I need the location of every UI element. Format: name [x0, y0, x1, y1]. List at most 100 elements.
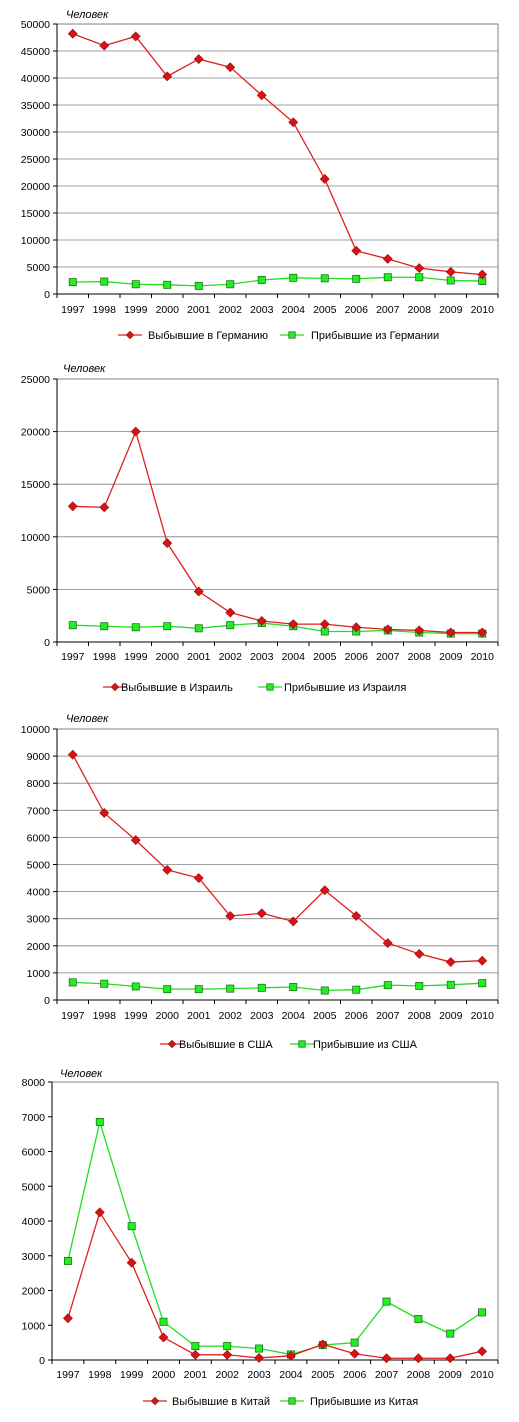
y-tick-label: 6000 — [27, 832, 51, 844]
data-point-departed — [193, 873, 204, 883]
x-tick-label: 1999 — [124, 304, 148, 316]
plot-area — [56, 378, 499, 643]
x-tick-label: 2006 — [345, 1010, 369, 1022]
data-point-departed — [413, 1353, 424, 1364]
x-tick-label: 2005 — [313, 304, 337, 316]
y-tick-label: 8000 — [27, 778, 51, 790]
x-tick-label: 2003 — [247, 1369, 271, 1381]
x-tick-label: 2001 — [187, 1010, 211, 1022]
legend-marker-square — [288, 331, 296, 339]
legend-marker-square — [288, 1397, 296, 1405]
x-tick-label: 2006 — [345, 651, 369, 663]
y-tick-label: 7000 — [27, 805, 51, 817]
data-point-departed — [67, 501, 78, 512]
chart-china-svg: 0 1000 2000 3000 4000 5000 6000 7000 8000 1997 199… — [22, 1068, 499, 1408]
data-point-departed — [193, 54, 204, 65]
data-point-arrived — [68, 278, 77, 287]
y-tick-label: 50000 — [21, 19, 50, 31]
series-line-arrived — [72, 622, 483, 635]
data-point-departed — [256, 90, 267, 101]
data-point-arrived — [257, 276, 266, 284]
y-tick-label: 4000 — [27, 887, 51, 899]
data-point-departed — [382, 938, 393, 949]
chart-china: 0 1000 2000 3000 4000 5000 6000 7000 8000 1997 199… — [0, 1062, 519, 1420]
x-tick-label: 2002 — [216, 1369, 240, 1381]
y-tick-label: 10000 — [21, 532, 50, 544]
x-tick-label: 2002 — [219, 651, 243, 663]
data-point-arrived — [352, 274, 361, 283]
series-line-departed — [72, 33, 483, 276]
data-point-departed — [222, 1349, 233, 1360]
y-tick-label: 1000 — [22, 1320, 46, 1332]
data-point-arrived — [350, 1338, 359, 1347]
y-tick-label: 2000 — [27, 941, 51, 953]
data-point-arrived — [131, 623, 140, 632]
chart-usa-svg: 0 1000 2000 3000 4000 5000 6000 7000 8000 9000 100… — [21, 713, 499, 1051]
data-point-departed — [319, 619, 330, 630]
chart-germany-svg: 0 5000 10000 15000 20000 25000 30000 35000 40000… — [21, 9, 499, 342]
legend-label: Выбывшие в Китай — [172, 1396, 270, 1408]
data-point-departed — [414, 949, 425, 959]
data-point-departed — [351, 245, 362, 256]
x-tick-label: 2003 — [250, 651, 274, 663]
data-point-arrived — [446, 980, 455, 989]
y-tick-label: 8000 — [22, 1077, 46, 1089]
y-tick-label: 5000 — [22, 1181, 46, 1193]
data-point-departed — [225, 911, 236, 921]
x-tick-label: 2008 — [408, 304, 432, 316]
chart-germany: 0 5000 10000 15000 20000 25000 30000 35000 40000… — [0, 0, 519, 350]
legend-label: Прибывшие из Китая — [310, 1396, 418, 1408]
chart-israel-svg: 0 5000 10000 15000 20000 25000 1997 1998 1999 200… — [21, 363, 499, 694]
x-tick-label: 2004 — [279, 1369, 303, 1381]
x-tick-label: 1999 — [124, 1010, 148, 1022]
data-point-departed — [67, 28, 78, 39]
x-tick-label: 1998 — [93, 304, 117, 316]
x-tick-label: 2004 — [282, 1010, 306, 1022]
y-tick-label: 20000 — [21, 427, 50, 439]
data-point-departed — [190, 1349, 201, 1360]
x-tick-label: 2010 — [471, 1010, 495, 1022]
x-tick-label: 2007 — [375, 1369, 399, 1381]
data-point-departed — [381, 1353, 392, 1364]
data-point-arrived — [415, 981, 424, 990]
data-point-departed — [288, 619, 299, 630]
data-point-departed — [317, 1339, 328, 1350]
data-point-departed — [162, 71, 173, 82]
data-point-departed — [477, 1346, 487, 1357]
data-point-departed — [99, 808, 110, 818]
x-tick-label: 1999 — [124, 651, 148, 663]
y-tick-label: 0 — [44, 995, 50, 1007]
data-point-departed — [126, 1257, 137, 1268]
x-tick-label: 2000 — [156, 304, 180, 316]
data-point-arrived — [194, 624, 203, 633]
data-point-arrived — [95, 1118, 104, 1126]
data-point-arrived — [191, 1342, 200, 1351]
data-point-departed — [445, 957, 456, 967]
data-point-arrived — [382, 1297, 391, 1306]
x-tick-label: 2000 — [156, 651, 180, 663]
x-tick-label: 2010 — [470, 1369, 494, 1381]
data-point-arrived — [131, 982, 140, 991]
data-point-arrived — [131, 280, 140, 289]
x-tick-label: 1997 — [61, 304, 85, 316]
data-point-departed — [254, 1352, 264, 1363]
data-point-departed — [256, 908, 267, 919]
legend-marker-square — [266, 683, 274, 691]
data-point-arrived — [63, 1257, 72, 1265]
y-tick-label: 6000 — [22, 1147, 46, 1159]
data-point-departed — [162, 538, 173, 549]
x-tick-label: 2001 — [187, 304, 211, 316]
y-tick-label: 30000 — [21, 127, 50, 139]
data-point-arrived — [352, 985, 361, 994]
data-point-arrived — [446, 1329, 455, 1338]
y-axis-label: Человек — [66, 9, 109, 21]
data-point-departed — [130, 835, 141, 846]
x-tick-label: 2008 — [408, 1010, 432, 1022]
x-tick-label: 2008 — [407, 1369, 431, 1381]
y-tick-label: 15000 — [21, 479, 50, 491]
data-point-departed — [67, 749, 78, 760]
data-point-arrived — [194, 281, 203, 290]
series-line-departed — [72, 754, 483, 963]
legend-label: Выбывшие в Германию — [148, 330, 268, 342]
data-point-arrived — [68, 978, 77, 987]
